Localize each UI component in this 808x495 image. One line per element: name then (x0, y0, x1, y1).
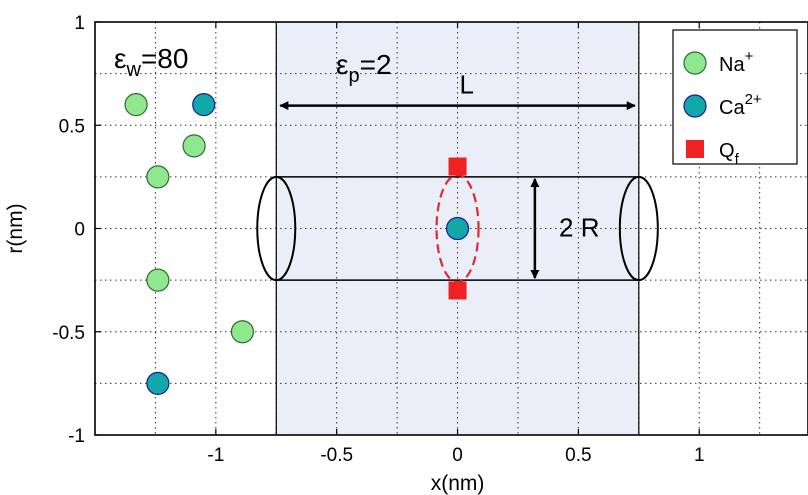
marker-na (146, 165, 170, 189)
x-tick-label: -1 (207, 445, 224, 466)
legend-marker-square (686, 140, 704, 158)
marker-na (182, 134, 206, 158)
length-label: L (460, 70, 474, 100)
y-tick-label: -0.5 (52, 323, 85, 344)
marker-qf (448, 281, 467, 300)
epsilon-protein-label: εp=2 (336, 49, 392, 87)
legend: Na+ Ca2+ Qf (672, 29, 798, 168)
legend-entry-label: Qf (719, 140, 740, 168)
epsilon-symbol: ε (336, 49, 348, 80)
grid-lines (95, 22, 808, 435)
epsilon-value: =80 (141, 43, 189, 74)
epsilon-value: =2 (360, 49, 392, 80)
x-tick-labels: -1 -0.5 0 0.5 1 (207, 445, 704, 466)
marker-ca2 (445, 216, 470, 241)
legend-subscript: f (735, 151, 740, 168)
y-axis-label: r(nm) (4, 203, 27, 253)
legend-entry-label: Na+ (719, 48, 754, 76)
legend-base: Q (719, 140, 735, 162)
legend-marker-circle (683, 94, 707, 118)
x-tick-label: 0 (452, 445, 463, 466)
marker-na (124, 92, 148, 117)
pore-boundaries (275, 22, 640, 435)
legend-base: Na (719, 54, 745, 76)
y-tick-label: -1 (68, 426, 85, 447)
epsilon-water-label: εw=80 (114, 43, 188, 81)
marker-qf (448, 157, 467, 176)
y-tick-label: 1 (74, 13, 85, 34)
epsilon-subscript: w (125, 59, 141, 81)
cylinder-left-cap (256, 175, 297, 282)
cylinder-right-cap (618, 175, 659, 282)
legend-entry-label: Ca2+ (719, 91, 762, 119)
x-axis-label: x(nm) (431, 472, 485, 495)
axis-ticks (95, 21, 700, 436)
marker-ca2 (192, 92, 216, 117)
cylinder (256, 175, 659, 282)
legend-superscript: 2+ (745, 91, 762, 108)
data-markers (124, 92, 470, 395)
y-tick-label: 0.5 (59, 116, 85, 137)
legend-marker-circle (683, 51, 707, 75)
legend-base: Ca (719, 97, 745, 119)
y-tick-labels: 1 0.5 0 -0.5 -1 (52, 13, 85, 447)
legend-superscript: + (745, 48, 754, 65)
marker-na (146, 268, 170, 292)
x-tick-label: -0.5 (320, 445, 353, 466)
epsilon-subscript: p (348, 65, 359, 87)
epsilon-symbol: ε (114, 43, 126, 74)
x-tick-label: 0.5 (565, 445, 591, 466)
marker-na (230, 320, 255, 344)
x-tick-label: 1 (694, 445, 705, 466)
diameter-label: 2 R (559, 212, 599, 242)
y-tick-label: 0 (74, 220, 85, 241)
marker-ca2 (146, 371, 170, 395)
